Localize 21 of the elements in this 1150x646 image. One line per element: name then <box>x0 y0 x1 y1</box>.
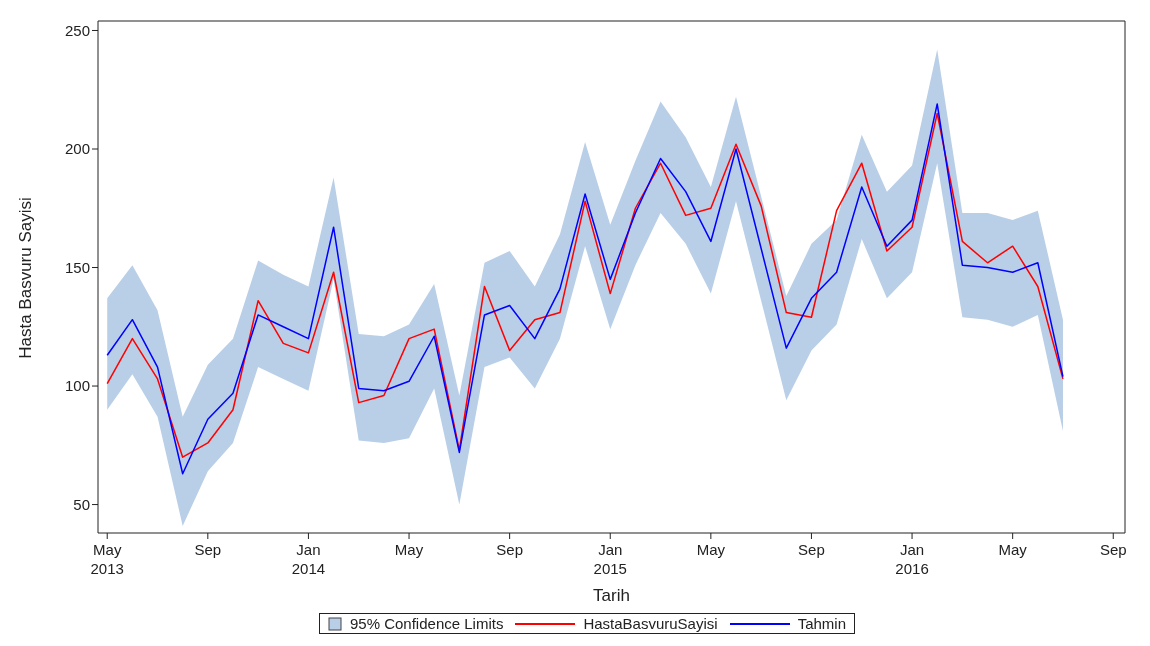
x-tick-label: May <box>998 541 1028 558</box>
x-tick-label: Sep <box>798 541 825 558</box>
legend-label: Tahmin <box>797 615 846 632</box>
x-tick-label: Jan 2015 <box>593 541 627 577</box>
y-tick-label: 200 <box>64 140 90 158</box>
y-tick-label: 250 <box>64 21 90 39</box>
x-tick-label: Sep <box>194 541 222 558</box>
x-tick-label: Jan 2016 <box>895 541 929 577</box>
x-tick-label: May <box>696 541 726 558</box>
x-axis-title: Tarih <box>593 586 630 605</box>
x-tick-label: May <box>394 541 424 558</box>
legend-label: 95% Confidence Limits <box>349 615 504 632</box>
y-tick-label: 150 <box>64 258 90 276</box>
x-tick-label: Jan 2014 <box>291 541 326 577</box>
x-tick-label: Sep <box>496 541 523 558</box>
y-tick-label: 50 <box>73 495 90 513</box>
y-tick-label: 100 <box>64 377 90 395</box>
x-tick-label: Sep <box>1099 541 1127 558</box>
y-axis-title: Hasta Basvuru Sayisi <box>16 197 36 359</box>
x-tick-label: May 2013 <box>90 541 124 577</box>
legend-label: HastaBasvuruSayisi <box>583 615 718 632</box>
